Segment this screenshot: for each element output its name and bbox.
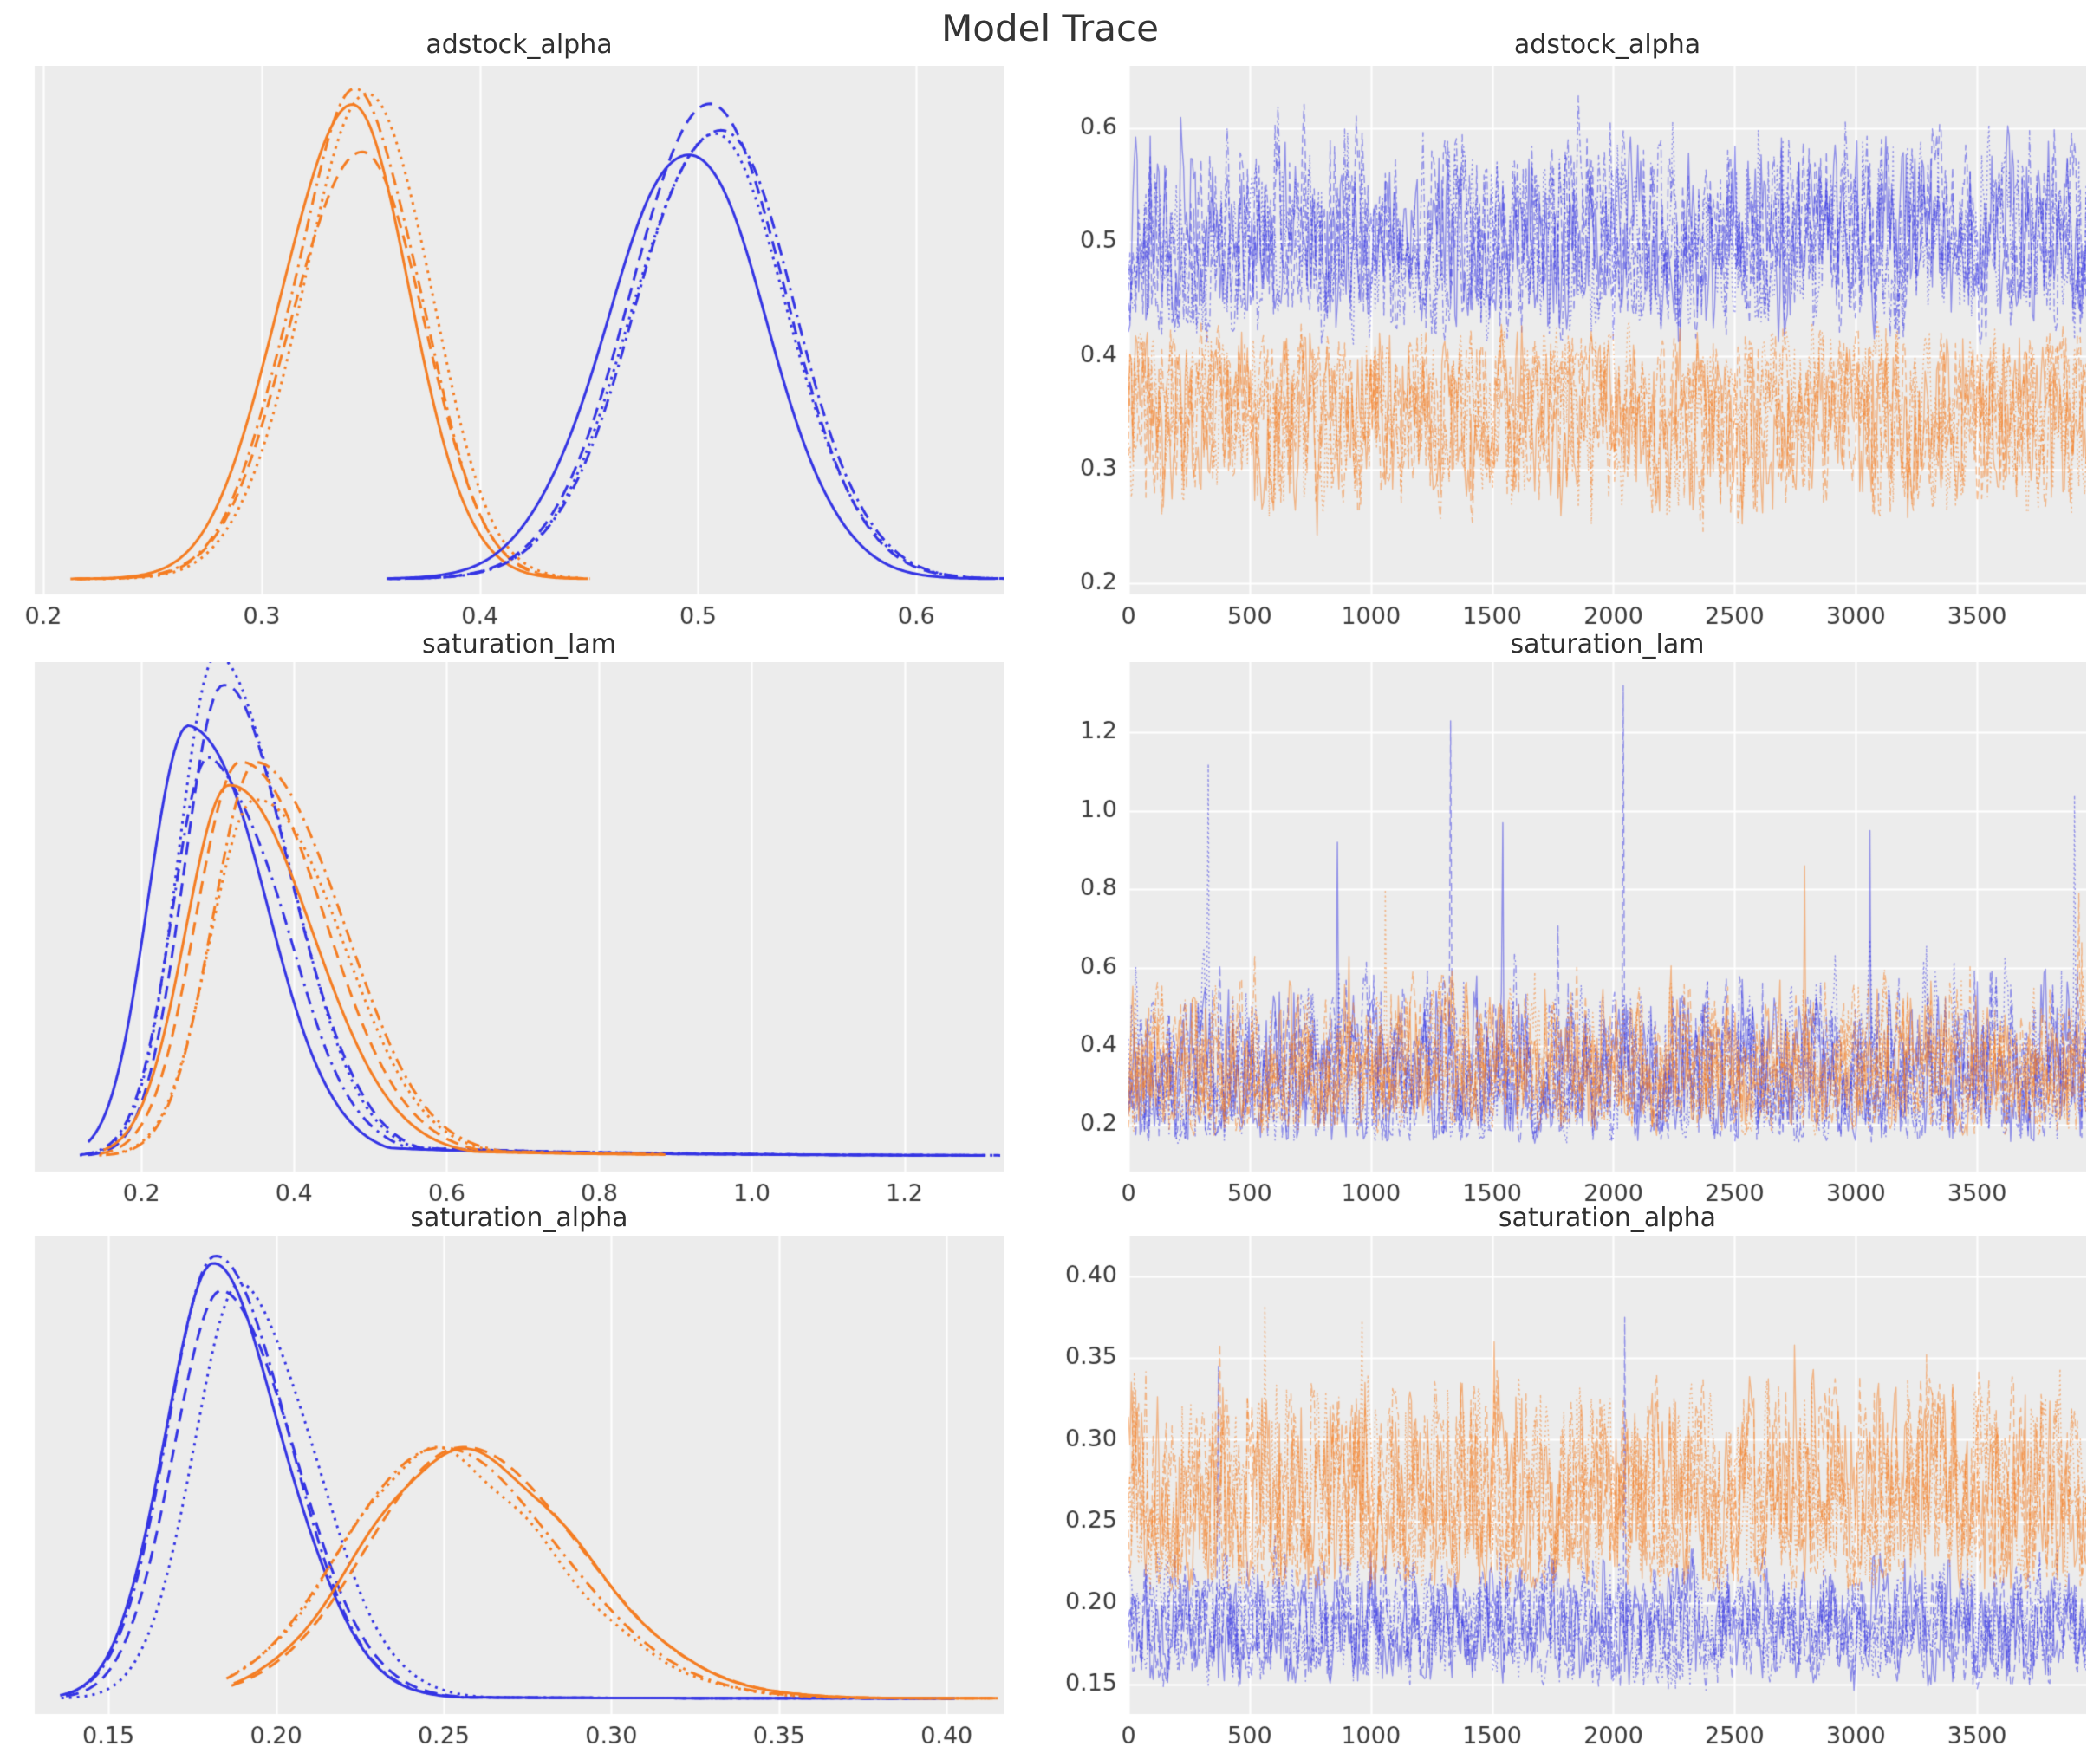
trace-plot-saturation-alpha xyxy=(1055,1236,2086,1753)
subplot-title-density-saturation-lam: saturation_lam xyxy=(422,629,616,659)
density-plot-saturation-alpha xyxy=(24,1236,1004,1753)
density-plot-saturation-lam xyxy=(24,662,1004,1213)
density-plot-adstock-alpha xyxy=(24,66,1004,636)
subplot-title-density-adstock-alpha: adstock_alpha xyxy=(426,29,613,60)
figure-title: Model Trace xyxy=(941,7,1159,49)
subplot-title-trace-saturation-alpha: saturation_alpha xyxy=(1498,1203,1717,1233)
subplot-title-trace-adstock-alpha: adstock_alpha xyxy=(1513,29,1701,60)
subplot-title-density-saturation-alpha: saturation_alpha xyxy=(410,1203,628,1233)
trace-plot-adstock-alpha xyxy=(1055,66,2086,636)
subplot-title-trace-saturation-lam: saturation_lam xyxy=(1510,629,1705,659)
trace-plot-saturation-lam xyxy=(1055,662,2086,1213)
